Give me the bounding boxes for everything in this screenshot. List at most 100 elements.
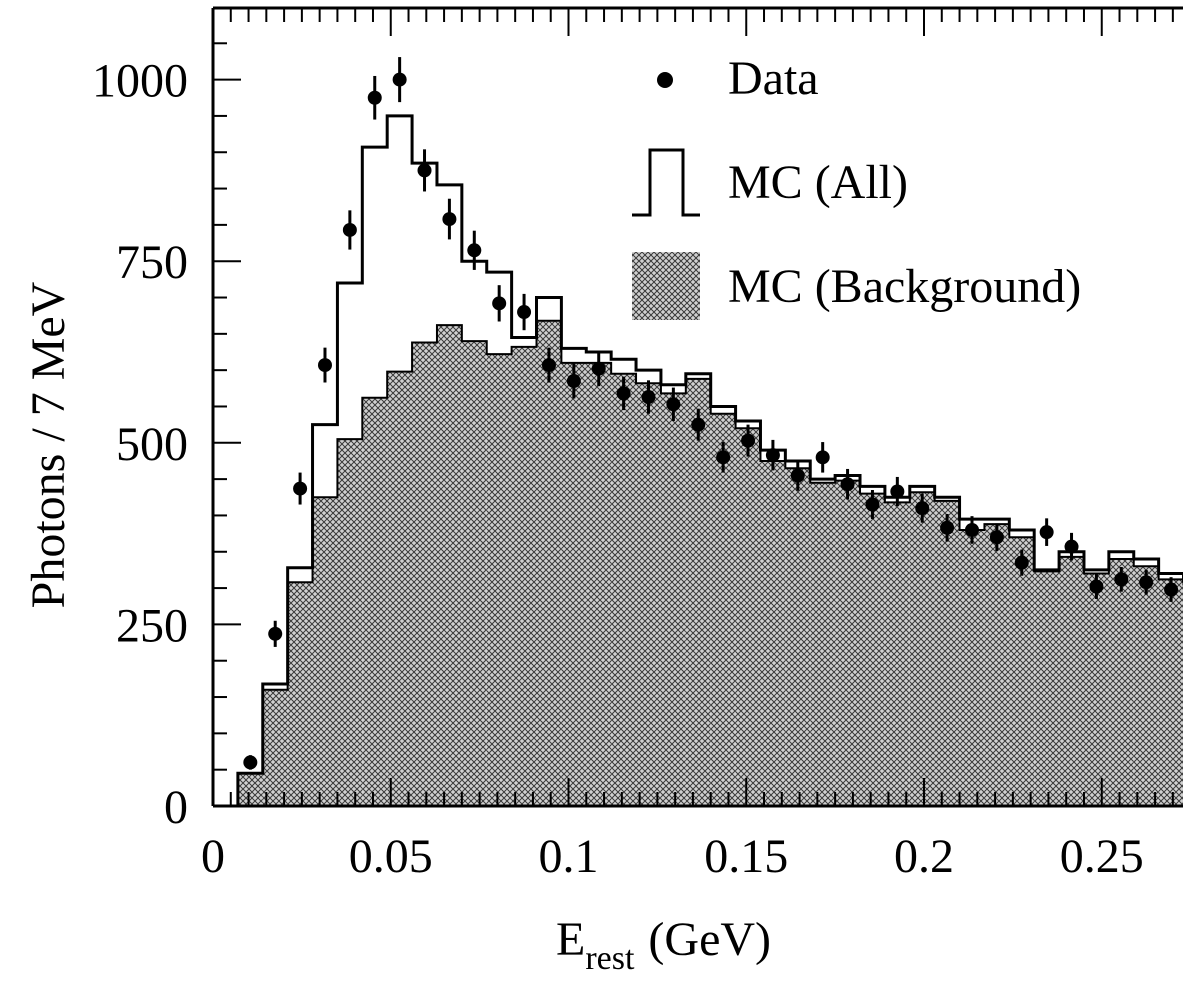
- data-point-marker: [940, 520, 955, 535]
- x-axis-label-main: E: [556, 913, 585, 966]
- data-point-marker: [815, 450, 830, 465]
- data-point-marker: [492, 296, 507, 311]
- x-tick-label: 0.1: [539, 830, 599, 883]
- data-point: [765, 439, 780, 471]
- y-tick-label: 0: [164, 781, 188, 834]
- background-bin: [536, 320, 562, 806]
- data-point: [840, 468, 855, 500]
- background-bin: [810, 482, 836, 806]
- background-bin: [785, 468, 811, 806]
- data-point: [566, 363, 581, 399]
- data-point: [541, 347, 556, 383]
- background-histogram-layer: [236, 319, 1183, 806]
- background-bin: [586, 362, 612, 806]
- background-bin: [984, 524, 1010, 806]
- data-point: [442, 198, 457, 240]
- data-point: [293, 472, 308, 505]
- data-point: [243, 755, 258, 770]
- data-point: [691, 408, 706, 441]
- axes-layer: 0 0.05 0.1 0.15 0.2 0.25 0 250 500 750 1000: [92, 6, 1183, 883]
- background-bin: [337, 439, 363, 806]
- background-bin: [1034, 571, 1060, 806]
- background-bin: [959, 529, 985, 806]
- background-bin: [486, 354, 512, 806]
- data-point-marker: [765, 448, 780, 463]
- data-point-marker: [1014, 555, 1029, 570]
- background-bin: [1083, 573, 1109, 806]
- data-points-layer: [243, 57, 1179, 770]
- data-point: [1089, 574, 1104, 599]
- x-tick-label: 0.05: [349, 830, 433, 883]
- data-point: [915, 493, 930, 523]
- y-axis-label: Photons / 7 MeV: [22, 281, 75, 608]
- data-point: [964, 516, 979, 544]
- background-bin: [934, 500, 960, 806]
- data-point: [616, 376, 631, 411]
- y-tick-label: 1000: [92, 55, 188, 108]
- data-point-marker: [442, 212, 457, 227]
- data-point: [268, 620, 283, 647]
- data-point: [392, 57, 407, 103]
- data-point-marker: [691, 417, 706, 432]
- background-bin: [237, 773, 263, 806]
- data-point-marker: [1039, 525, 1054, 540]
- background-bin: [312, 497, 338, 806]
- legend-data-marker: [657, 72, 673, 88]
- background-bin: [362, 397, 388, 806]
- data-point: [716, 442, 731, 473]
- data-point: [815, 442, 830, 473]
- x-axis-label-unit: (GeV): [648, 913, 771, 966]
- data-point: [1039, 518, 1054, 546]
- x-tick-label: 0.2: [894, 830, 954, 883]
- background-bin: [387, 371, 413, 806]
- data-point-marker: [1139, 575, 1154, 590]
- background-bin: [461, 341, 487, 806]
- data-point: [317, 347, 332, 383]
- data-point-marker: [716, 450, 731, 465]
- data-point-marker: [840, 477, 855, 492]
- data-point-marker: [342, 222, 357, 237]
- background-bin: [262, 689, 288, 806]
- background-bin: [660, 393, 686, 806]
- legend-label-mc-all: MC (All): [728, 156, 908, 209]
- data-point-marker: [317, 358, 332, 373]
- data-point-marker: [1089, 579, 1104, 594]
- legend-label-mc-background: MC (Background): [728, 260, 1081, 313]
- data-point: [367, 75, 382, 120]
- background-bin: [1108, 559, 1134, 806]
- data-point-marker: [566, 374, 581, 389]
- y-tick-label: 500: [116, 418, 188, 471]
- y-tick-label: 750: [116, 236, 188, 289]
- background-bin: [1133, 566, 1159, 806]
- data-point: [989, 523, 1004, 552]
- data-point: [342, 210, 357, 250]
- data-point-marker: [541, 358, 556, 373]
- data-point: [1014, 549, 1029, 576]
- data-point: [517, 293, 532, 331]
- data-point: [865, 490, 880, 520]
- y-axis-title: Photons / 7 MeV: [22, 281, 75, 608]
- mc-all-histogram-layer: [236, 114, 1183, 806]
- data-point: [741, 424, 756, 457]
- data-point-marker: [989, 530, 1004, 545]
- data-point-marker: [915, 501, 930, 516]
- data-point-marker: [964, 522, 979, 537]
- data-point-marker: [865, 497, 880, 512]
- background-bin: [1059, 556, 1084, 806]
- data-point-marker: [1164, 582, 1179, 597]
- background-bin: [636, 383, 661, 806]
- background-bin: [436, 325, 462, 806]
- data-point-marker: [1114, 572, 1129, 587]
- x-tick-label: 0: [201, 830, 225, 883]
- legend: Data MC (All) MC (Background): [632, 52, 1081, 320]
- mc-all-histogram-line: [236, 114, 1183, 806]
- background-bin: [884, 502, 910, 806]
- background-bin: [835, 480, 861, 806]
- data-point-marker: [517, 305, 532, 320]
- svg-text:Erest(GeV): Erest (GeV): [556, 913, 771, 977]
- data-point-marker: [666, 397, 681, 412]
- data-point: [940, 513, 955, 542]
- background-bin: [685, 378, 711, 806]
- background-bin: [909, 492, 935, 806]
